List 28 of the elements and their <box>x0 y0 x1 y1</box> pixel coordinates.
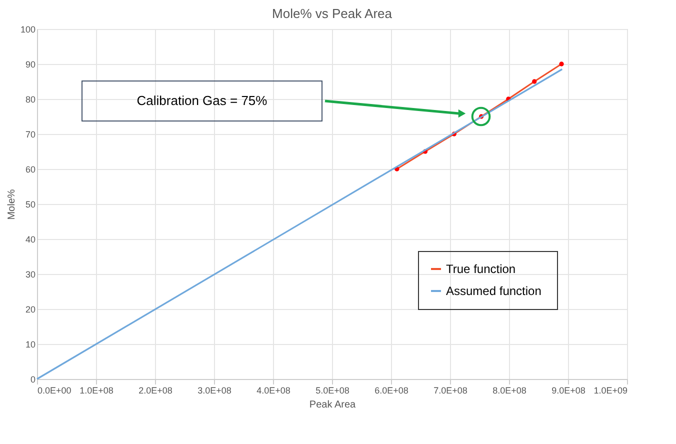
chart-title: Mole% vs Peak Area <box>272 6 393 21</box>
legend-label: True function <box>446 262 516 276</box>
y-tick-label: 60 <box>25 164 36 174</box>
y-axis-title: Mole% <box>6 189 18 220</box>
x-tick-label: 2.0E+08 <box>138 386 172 396</box>
y-tick-label: 0 <box>30 374 36 384</box>
y-tick-label: 40 <box>25 234 36 244</box>
y-tick-label: 20 <box>25 304 36 314</box>
y-tick-label: 50 <box>25 200 36 210</box>
x-tick-label: 1.0E+08 <box>80 386 114 396</box>
x-tick-label: 5.0E+08 <box>316 386 350 396</box>
x-tick-label: 4.0E+08 <box>256 386 290 396</box>
y-tick-label: 90 <box>25 60 36 70</box>
x-tick-label: 3.0E+08 <box>198 386 232 396</box>
x-tick-label: 0.0E+00 <box>38 386 72 396</box>
x-tick-label: 8.0E+08 <box>492 386 526 396</box>
y-tick-label: 80 <box>25 94 36 104</box>
legend-label: Assumed function <box>446 284 542 298</box>
y-tick-label: 100 <box>20 24 36 34</box>
y-tick-label: 30 <box>25 270 36 280</box>
x-tick-label: 6.0E+08 <box>374 386 408 396</box>
x-axis-title: Peak Area <box>309 400 356 410</box>
x-tick-label: 1.0E+09 <box>594 386 628 396</box>
annotation: Calibration Gas = 75% <box>136 93 268 108</box>
y-tick-label: 10 <box>25 340 36 350</box>
x-tick-label: 9.0E+08 <box>552 386 586 396</box>
x-tick-label: 7.0E+08 <box>434 386 468 396</box>
y-tick-label: 70 <box>25 130 36 140</box>
